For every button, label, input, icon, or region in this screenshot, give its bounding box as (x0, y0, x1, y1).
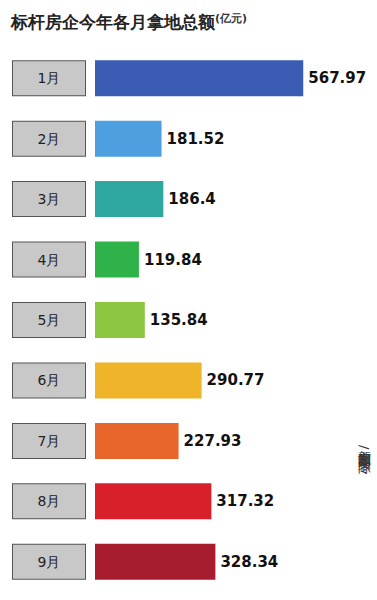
svg-text:227.93: 227.93 (184, 432, 242, 450)
svg-text:7月: 7月 (38, 433, 61, 449)
svg-text:4月: 4月 (38, 252, 61, 268)
svg-text:290.77: 290.77 (207, 371, 265, 389)
svg-text:(亿元): (亿元) (215, 12, 247, 25)
svg-text:181.52: 181.52 (167, 130, 225, 148)
svg-text:标杆房企今年各月拿地总额: 标杆房企今年各月拿地总额 (10, 12, 216, 32)
svg-text:2月: 2月 (38, 131, 61, 147)
svg-text:135.84: 135.84 (150, 311, 208, 329)
svg-text:317.32: 317.32 (216, 492, 274, 510)
svg-text:9月: 9月 (38, 554, 61, 570)
svg-text:186.4: 186.4 (168, 190, 215, 208)
svg-text:328.34: 328.34 (220, 553, 278, 571)
html-text:新京报制图/陈冬: 新京报制图/陈冬 (357, 440, 372, 453)
svg-text:3月: 3月 (38, 191, 61, 207)
svg-text:567.97: 567.97 (308, 69, 366, 87)
svg-text:1月: 1月 (38, 70, 61, 86)
svg-text:5月: 5月 (38, 312, 61, 328)
svg-text:8月: 8月 (38, 493, 61, 509)
svg-text:6月: 6月 (38, 372, 61, 388)
svg-text:119.84: 119.84 (144, 251, 202, 269)
